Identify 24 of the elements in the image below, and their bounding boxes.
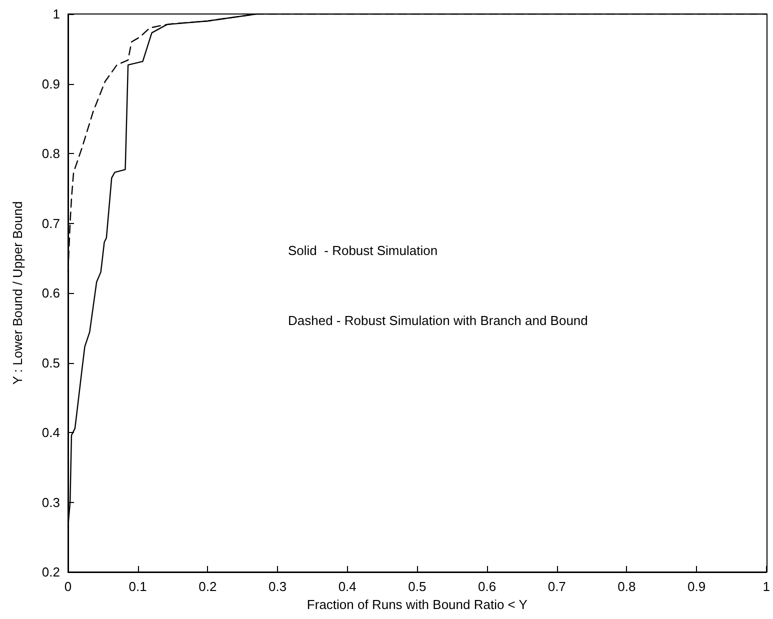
annotation: Dashed - Robust Simulation with Branch and Bound — [288, 313, 588, 328]
annotation: Solid - Robust Simulation — [288, 243, 438, 258]
y-tick-label: 0.9 — [42, 76, 60, 92]
y-tick-label: 0.2 — [42, 564, 60, 580]
y-tick-label: 0.4 — [42, 425, 60, 440]
x-tick-label: 0.7 — [548, 579, 566, 594]
x-tick-label: 0.2 — [198, 579, 217, 594]
x-axis-title: Fraction of Runs with Bound Ratio < Y — [306, 596, 528, 612]
y-tick-label: 0.5 — [42, 355, 60, 370]
x-tick-label: 0.3 — [268, 579, 287, 594]
x-tick-label: 0.8 — [618, 579, 636, 594]
y-tick-label: 1 — [52, 6, 60, 22]
x-tick-label: 0.4 — [338, 579, 356, 594]
x-tick-label: 0.6 — [478, 579, 496, 594]
x-tick-label: 1 — [762, 579, 770, 594]
y-axis-title: Y : Lower Bound / Upper Bound — [10, 201, 25, 385]
y-tick-label: 0.7 — [42, 216, 60, 231]
x-tick-label: 0.5 — [408, 579, 426, 594]
y-tick-label: 0.8 — [42, 146, 60, 161]
y-tick-label: 0.3 — [42, 494, 60, 510]
x-tick-label: 0.9 — [688, 579, 706, 594]
x-tick-label: 0 — [64, 579, 72, 594]
x-tick-label: 0.1 — [128, 579, 147, 594]
y-tick-label: 0.6 — [42, 286, 60, 300]
